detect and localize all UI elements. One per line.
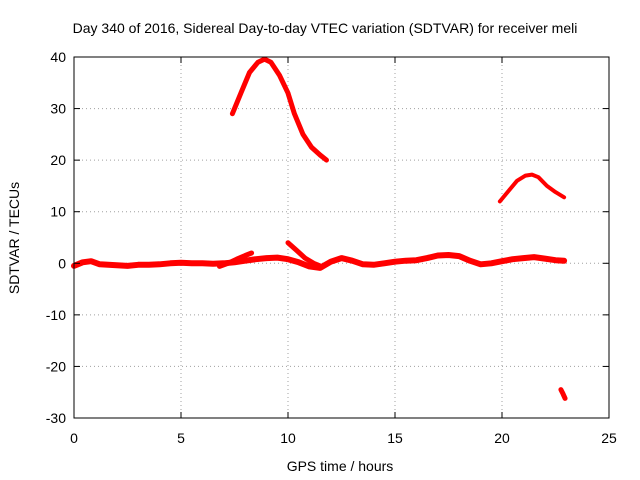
y-tick-label: 0: [58, 255, 66, 271]
y-tick-label: -20: [46, 358, 66, 374]
y-tick-label: -30: [46, 410, 66, 426]
x-tick-label: 25: [601, 430, 617, 446]
plot-frame: [73, 56, 610, 419]
y-tick-label: 10: [50, 204, 66, 220]
y-tick-label: 20: [50, 152, 66, 168]
data-series: [71, 56, 568, 401]
grid-lines: [74, 57, 609, 418]
series-arc-21h: [497, 172, 567, 204]
y-tick-labels: -30 -20 -10 0 10 20 30 40: [46, 49, 66, 426]
x-tick-labels: 0 5 10 15 20 25: [70, 430, 617, 446]
series-drop-23h: [558, 387, 568, 401]
axis-ticks: [73, 56, 610, 419]
x-tick-label: 5: [177, 430, 185, 446]
y-tick-label: 30: [50, 101, 66, 117]
y-tick-label: 40: [50, 49, 66, 65]
x-tick-label: 0: [70, 430, 78, 446]
x-tick-label: 20: [494, 430, 510, 446]
series-baseline: [71, 252, 568, 271]
x-axis-label: GPS time / hours: [287, 458, 394, 474]
y-axis-label: SDTVAR / TECUs: [6, 182, 22, 294]
series-ramp-7h: [217, 250, 255, 269]
series-dip-10h: [285, 240, 323, 269]
x-tick-label: 10: [280, 430, 296, 446]
y-tick-label: -10: [46, 307, 66, 323]
series-arc-9h: [229, 56, 329, 163]
chart-title: Day 340 of 2016, Sidereal Day-to-day VTE…: [73, 20, 578, 36]
x-tick-label: 15: [387, 430, 403, 446]
